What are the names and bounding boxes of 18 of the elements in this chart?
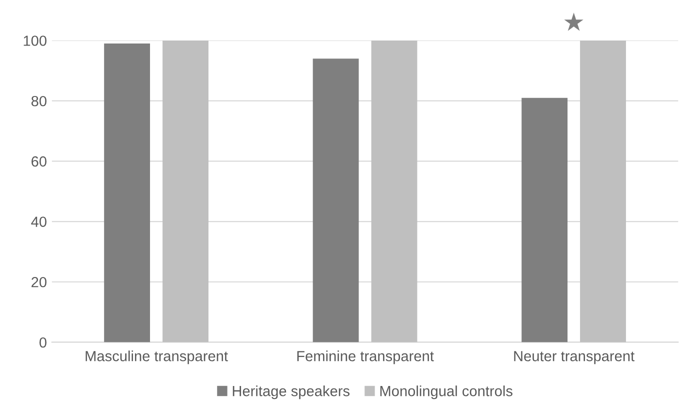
y-tick-label: 20: [32, 276, 46, 288]
bar: [522, 98, 568, 342]
legend-label: Heritage speakers: [232, 386, 350, 400]
bar: [162, 40, 208, 342]
text: ★: [564, 12, 584, 31]
bar: [104, 44, 150, 342]
bar: [580, 40, 626, 342]
bar: [371, 40, 418, 342]
y-tick-label: 40: [31, 216, 46, 227]
y-tick-label: 60: [32, 156, 46, 167]
x-tick-label: Neuter transparent: [514, 351, 634, 364]
y-tick-label: 100: [24, 36, 46, 46]
legend-label: Monolingual controls: [380, 386, 512, 400]
y-tick-label: 80: [31, 96, 46, 106]
bar: [312, 58, 359, 342]
y-tick-label: 0: [40, 337, 46, 348]
x-tick-label: Masculine transparent: [86, 350, 228, 364]
x-tick-label: Feminine transparent: [297, 350, 434, 364]
